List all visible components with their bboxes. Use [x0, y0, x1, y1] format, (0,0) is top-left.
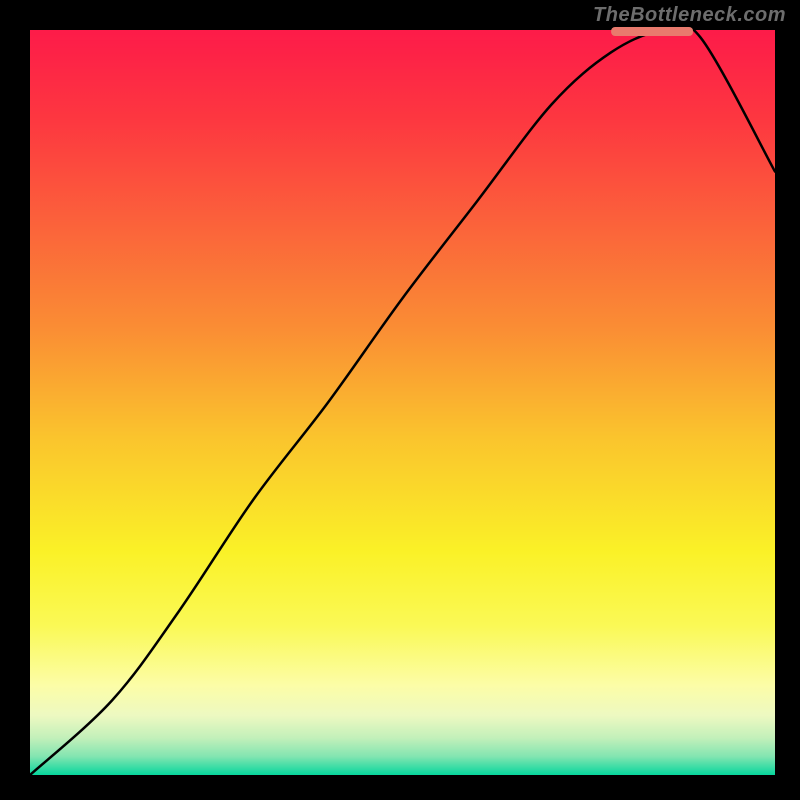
watermark-text: TheBottleneck.com [593, 4, 786, 27]
minimum-marker [611, 27, 693, 36]
chart-wrapper: { "watermark": { "text": "TheBottleneck.… [0, 0, 800, 800]
bottleneck-chart [0, 0, 800, 800]
